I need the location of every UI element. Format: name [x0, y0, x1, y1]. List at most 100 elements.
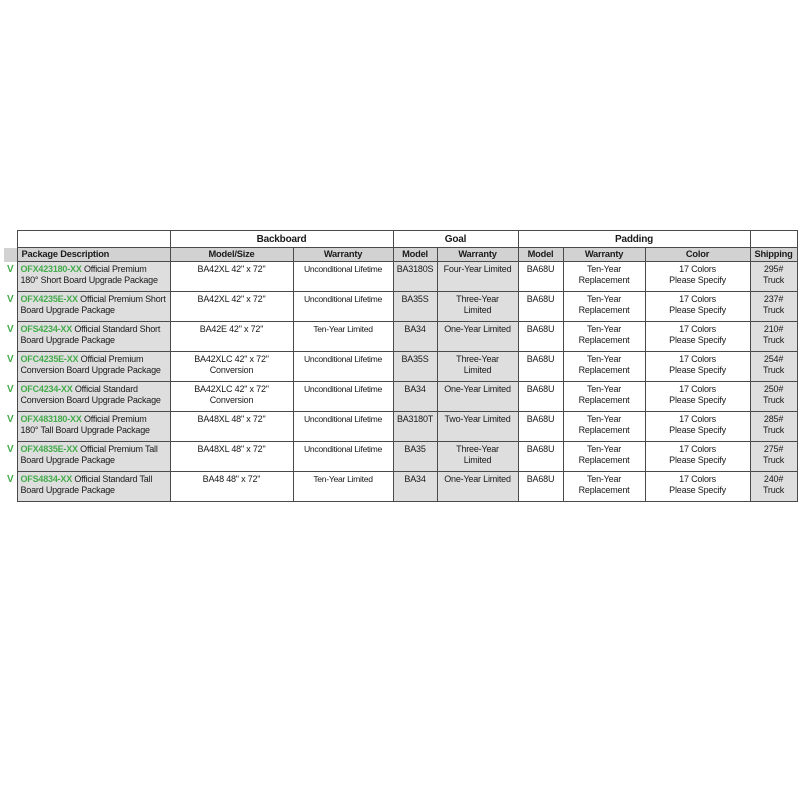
goal-warranty-cell: One-Year Limited [436, 381, 519, 412]
table-row: V OFC4234-XX Official Standard Conversio… [4, 381, 798, 412]
check-mark: V [7, 263, 14, 275]
gutter-cell: V [4, 441, 17, 472]
padding-color-cell: 17 Colors Please Specify [644, 291, 751, 322]
package-description-text: Official Standard Short Board Upgrade Pa… [20, 324, 161, 345]
padding-model-cell: BA68U [517, 441, 564, 472]
backboard-warranty-cell: Ten-Year Limited [292, 471, 394, 502]
shipping-cell: 254# Truck [749, 351, 798, 382]
backboard-model-size-cell: BA42E 42" x 72" [169, 321, 294, 352]
goal-model-cell: BA34 [392, 471, 438, 502]
goal-model-cell: BA35S [392, 291, 438, 322]
table-row: V OFX4835E-XX Official Premium Tall Boar… [4, 441, 798, 472]
column-header-padding-warranty: Warranty [562, 247, 646, 262]
shipping-cell: 240# Truck [749, 471, 798, 502]
backboard-model-size-cell: BA48 48" x 72" [169, 471, 294, 502]
check-mark: V [7, 323, 14, 335]
goal-warranty-cell: Three-Year Limited [436, 351, 519, 382]
goal-warranty-cell: Three-Year Limited [436, 441, 519, 472]
backboard-warranty-cell: Unconditional Lifetime [292, 351, 394, 382]
package-code: OFC4234-XX [20, 384, 73, 394]
package-description-text: Official Premium 180° Short Board Upgrad… [20, 264, 158, 285]
spec-table-container: Backboard Goal Padding Package Descripti… [4, 230, 798, 502]
backboard-warranty-cell: Unconditional Lifetime [292, 441, 394, 472]
package-description-text: Official Standard Tall Board Upgrade Pac… [20, 474, 153, 495]
package-code: OFX4835E-XX [20, 444, 79, 454]
padding-color-cell: 17 Colors Please Specify [644, 471, 751, 502]
padding-color-cell: 17 Colors Please Specify [644, 411, 751, 442]
package-description-text: Official Standard Conversion Board Upgra… [20, 384, 161, 405]
table-row: V OFC4235E-XX Official Premium Conversio… [4, 351, 798, 382]
backboard-model-size-cell: BA42XL 42" x 72" [169, 291, 294, 322]
backboard-warranty-cell: Ten-Year Limited [292, 321, 394, 352]
goal-warranty-cell: Three-Year Limited [436, 291, 519, 322]
padding-color-cell: 17 Colors Please Specify [644, 441, 751, 472]
padding-warranty-cell: Ten-Year Replacement [562, 321, 646, 352]
gutter-cell: V [4, 381, 17, 412]
gutter-spacer [4, 247, 17, 262]
padding-model-cell: BA68U [517, 471, 564, 502]
table-row: V OFX423180-XX Official Premium 180° Sho… [4, 261, 798, 292]
package-description-text: Official Premium Conversion Board Upgrad… [20, 354, 161, 375]
goal-warranty-cell: Four-Year Limited [436, 261, 519, 292]
goal-model-cell: BA34 [392, 381, 438, 412]
padding-warranty-cell: Ten-Year Replacement [562, 261, 646, 292]
padding-model-cell: BA68U [517, 261, 564, 292]
goal-model-cell: BA3180T [392, 411, 438, 442]
package-description-cell: OFC4234-XX Official Standard Conversion … [16, 381, 171, 412]
package-description-cell: OFX483180-XX Official Premium 180° Tall … [16, 411, 171, 442]
product-spec-table: Backboard Goal Padding Package Descripti… [4, 230, 798, 502]
group-header-row: Backboard Goal Padding [4, 230, 798, 248]
shipping-cell: 210# Truck [749, 321, 798, 352]
padding-warranty-cell: Ten-Year Replacement [562, 381, 646, 412]
gutter-cell: V [4, 321, 17, 352]
goal-warranty-cell: One-Year Limited [436, 471, 519, 502]
shipping-cell: 250# Truck [749, 381, 798, 412]
column-header-package-description: Package Description [16, 247, 171, 262]
check-mark: V [7, 413, 14, 425]
column-header-model-size: Model/Size [169, 247, 294, 262]
table-row: V OFX4235E-XX Official Premium Short Boa… [4, 291, 798, 322]
backboard-model-size-cell: BA48XL 48" x 72" [169, 411, 294, 442]
padding-model-cell: BA68U [517, 411, 564, 442]
package-code: OFX483180-XX [20, 414, 82, 424]
gutter-cell: V [4, 351, 17, 382]
column-header-padding-model: Model [517, 247, 564, 262]
group-header-blank-left [16, 230, 171, 248]
check-mark: V [7, 293, 14, 305]
column-header-shipping: Shipping [749, 247, 798, 262]
column-header-backboard-warranty: Warranty [292, 247, 394, 262]
padding-model-cell: BA68U [517, 321, 564, 352]
package-description-text: Official Premium 180° Tall Board Upgrade… [20, 414, 151, 435]
package-description-cell: OFS4834-XX Official Standard Tall Board … [16, 471, 171, 502]
package-description-cell: OFX4835E-XX Official Premium Tall Board … [16, 441, 171, 472]
gutter-spacer [4, 230, 17, 248]
goal-model-cell: BA34 [392, 321, 438, 352]
package-description-cell: OFX4235E-XX Official Premium Short Board… [16, 291, 171, 322]
package-description-cell: OFS4234-XX Official Standard Short Board… [16, 321, 171, 352]
package-description-cell: OFC4235E-XX Official Premium Conversion … [16, 351, 171, 382]
package-description-text: Official Premium Short Board Upgrade Pac… [20, 294, 166, 315]
check-mark: V [7, 443, 14, 455]
column-header-row: Package Description Model/Size Warranty … [4, 247, 798, 262]
padding-warranty-cell: Ten-Year Replacement [562, 291, 646, 322]
padding-color-cell: 17 Colors Please Specify [644, 381, 751, 412]
check-mark: V [7, 353, 14, 365]
padding-model-cell: BA68U [517, 351, 564, 382]
padding-color-cell: 17 Colors Please Specify [644, 261, 751, 292]
group-header-blank-right [749, 230, 798, 248]
padding-warranty-cell: Ten-Year Replacement [562, 411, 646, 442]
group-header-goal: Goal [392, 230, 519, 248]
padding-warranty-cell: Ten-Year Replacement [562, 351, 646, 382]
goal-warranty-cell: One-Year Limited [436, 321, 519, 352]
padding-color-cell: 17 Colors Please Specify [644, 351, 751, 382]
package-code: OFC4235E-XX [20, 354, 79, 364]
padding-model-cell: BA68U [517, 381, 564, 412]
backboard-warranty-cell: Unconditional Lifetime [292, 411, 394, 442]
goal-model-cell: BA35 [392, 441, 438, 472]
gutter-cell: V [4, 261, 17, 292]
padding-warranty-cell: Ten-Year Replacement [562, 471, 646, 502]
check-mark: V [7, 473, 14, 485]
package-description-cell: OFX423180-XX Official Premium 180° Short… [16, 261, 171, 292]
table-row: V OFX483180-XX Official Premium 180° Tal… [4, 411, 798, 442]
